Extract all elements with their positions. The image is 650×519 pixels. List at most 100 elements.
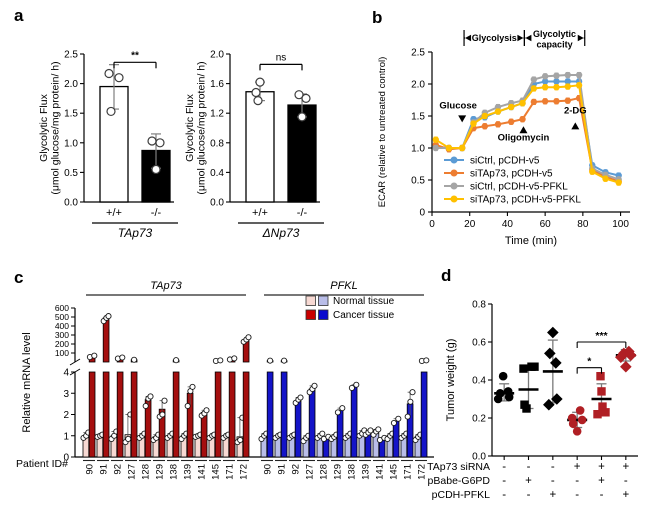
svg-text:127: 127 (305, 464, 316, 480)
svg-text:siTAp73, pCDH-v5-PFKL: siTAp73, pCDH-v5-PFKL (470, 195, 581, 206)
svg-text:139: 139 (361, 464, 372, 480)
svg-text:siCtrl, pCDH-v5: siCtrl, pCDH-v5 (470, 156, 540, 167)
svg-text:Cancer tissue: Cancer tissue (333, 310, 395, 321)
panel-c-label: c (14, 268, 24, 287)
svg-text:0.0: 0.0 (210, 198, 224, 209)
svg-text:-: - (624, 475, 628, 487)
svg-text:+/+: +/+ (252, 207, 268, 219)
svg-text:92: 92 (291, 464, 302, 475)
svg-text:**: ** (131, 50, 139, 61)
svg-text:1: 1 (63, 431, 69, 442)
svg-text:*: * (587, 356, 592, 368)
svg-text:100: 100 (612, 219, 629, 230)
svg-text:1.0: 1.0 (64, 138, 78, 149)
svg-text:128: 128 (319, 464, 330, 480)
dot-group (591, 372, 612, 419)
svg-text:300: 300 (55, 330, 69, 340)
svg-text:141: 141 (375, 464, 386, 480)
svg-text:-: - (502, 489, 506, 501)
svg-text:138: 138 (347, 464, 358, 480)
group-label: ΔNp73 (238, 222, 324, 240)
svg-text:TAp73: TAp73 (118, 226, 153, 240)
axes: 0 0.5 1.0 1.5 2.0 2.5 0 20 40 60 80 100 Time (min) EC… (377, 48, 630, 247)
svg-text:Relative mRNA level: Relative mRNA level (21, 332, 33, 432)
svg-text:1.0: 1.0 (411, 144, 425, 155)
svg-text:145: 145 (389, 464, 400, 480)
svg-text:pCDH-PFKL: pCDH-PFKL (432, 489, 491, 501)
svg-text:siTAp73, pCDH-v5: siTAp73, pCDH-v5 (470, 169, 553, 180)
svg-text:80: 80 (577, 219, 589, 230)
significance: ns (259, 52, 303, 71)
svg-text:0.0: 0.0 (64, 198, 78, 209)
svg-text:2.0: 2.0 (64, 79, 78, 90)
svg-text:2-DG: 2-DG (564, 105, 587, 116)
svg-text:145: 145 (211, 464, 222, 480)
svg-text:0.2: 0.2 (472, 414, 486, 425)
svg-text:1.5: 1.5 (411, 112, 425, 123)
svg-text:91: 91 (99, 464, 110, 475)
injection-annotations: Glucose Oligomycin 2-DG (439, 100, 586, 143)
svg-text:2.0: 2.0 (210, 50, 224, 61)
axes: 0.0 0.2 0.4 0.6 0.8 Tumor weight (g) (445, 300, 638, 463)
svg-text:+: + (622, 489, 629, 501)
bars: +/+ -/- (99, 64, 171, 219)
svg-text:0.6: 0.6 (472, 338, 486, 349)
svg-text:+: + (549, 489, 556, 501)
svg-text:***: *** (595, 330, 608, 342)
panel-a-label: a (14, 6, 24, 25)
svg-text:Glycolytic: Glycolytic (533, 29, 576, 39)
svg-text:+: + (525, 475, 532, 487)
svg-text:PFKL: PFKL (330, 280, 358, 292)
svg-text:-/-: -/- (151, 207, 162, 219)
svg-text:90: 90 (263, 464, 274, 475)
gene-header: TAp73 (86, 280, 246, 296)
svg-text:+/+: +/+ (106, 207, 122, 219)
svg-text:2.0: 2.0 (411, 80, 425, 91)
dot-group (542, 326, 563, 411)
dot-group (615, 345, 637, 373)
panel-d-label: d (441, 266, 452, 285)
svg-text:0.4: 0.4 (210, 168, 224, 179)
svg-text:Glucose: Glucose (439, 100, 477, 111)
svg-text:Time (min): Time (min) (505, 235, 557, 247)
svg-text:0: 0 (63, 453, 69, 464)
svg-text:-: - (527, 489, 531, 501)
dot-group (518, 362, 539, 413)
svg-text:141: 141 (197, 464, 208, 480)
svg-text:20: 20 (464, 219, 476, 230)
svg-text:Normal tissue: Normal tissue (333, 296, 395, 307)
svg-text:TAp73 siRNA: TAp73 siRNA (427, 461, 490, 473)
svg-text:0.8: 0.8 (210, 138, 224, 149)
svg-text:171: 171 (403, 464, 414, 480)
svg-text:1.5: 1.5 (64, 109, 78, 120)
svg-text:138: 138 (169, 464, 180, 480)
svg-text:172: 172 (239, 464, 250, 480)
svg-text:0.0: 0.0 (472, 452, 486, 463)
svg-text:0.8: 0.8 (472, 300, 486, 311)
svg-text:2.5: 2.5 (411, 48, 425, 59)
svg-text:171: 171 (225, 464, 236, 480)
svg-text:400: 400 (55, 321, 69, 331)
svg-text:3: 3 (63, 389, 69, 400)
svg-text:(μmol glucose/mg protein/ h): (μmol glucose/mg protein/ h) (50, 61, 62, 194)
svg-text:2.5: 2.5 (64, 50, 78, 61)
svg-text:139: 139 (183, 464, 194, 480)
svg-text:1.2: 1.2 (210, 109, 224, 120)
svg-text:128: 128 (141, 464, 152, 480)
svg-text:129: 129 (333, 464, 344, 480)
series (432, 82, 622, 186)
axes: 0.0 0.4 0.8 1.2 1.6 2.0 Glycolytic Flux (μmol g… (184, 50, 320, 209)
svg-text:1.6: 1.6 (210, 79, 224, 90)
ecar-time-line-chart: 0 0.5 1.0 1.5 2.0 2.5 0 20 40 60 80 100 Time (min) EC… (377, 29, 630, 247)
svg-text:127: 127 (127, 464, 138, 480)
glycolytic-flux-dnp73-bar-chart: 0.0 0.4 0.8 1.2 1.6 2.0 Glycolytic Flux (μmol g… (184, 50, 324, 240)
svg-text:200: 200 (55, 339, 69, 349)
svg-text:4: 4 (63, 368, 69, 379)
panel-b-label: b (372, 8, 383, 27)
svg-text:Glycolysis: Glycolysis (472, 33, 517, 43)
svg-text:0: 0 (419, 208, 425, 219)
dot-group (493, 371, 515, 404)
